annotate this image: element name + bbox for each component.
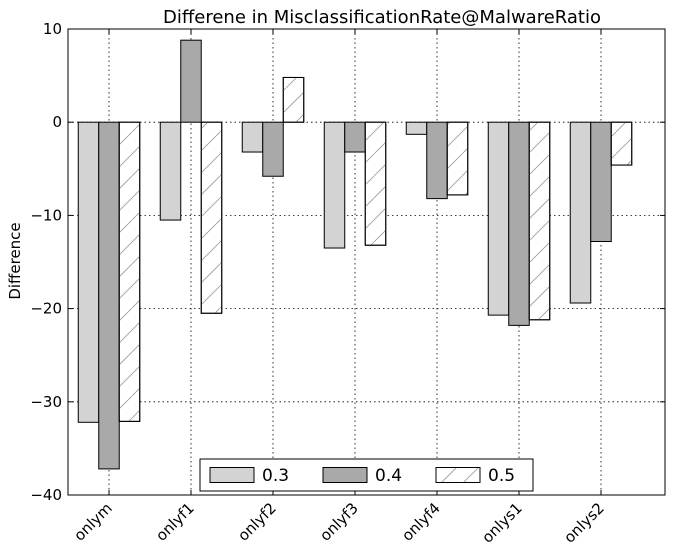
plot-frame: [67, 28, 666, 496]
y-ticks: 10 0 −10 −20 −30 −40: [30, 20, 665, 504]
bar: [590, 121, 612, 242]
bar: [426, 121, 448, 200]
x-tick-label: onlyf2: [234, 499, 280, 545]
y-tick-label: −30: [30, 393, 62, 411]
bar: [159, 121, 182, 221]
chart-title: Differene in MisclassificationRate@Malwa…: [163, 7, 601, 28]
bar-hatch: [282, 76, 305, 123]
bar: [241, 121, 264, 153]
bar: [180, 39, 202, 123]
bar: [487, 121, 510, 316]
legend-label: 0.3: [262, 466, 289, 486]
bar-hatch: [610, 121, 633, 166]
legend-swatch-hatch: [435, 467, 481, 483]
legend-label: 0.5: [488, 466, 515, 486]
legend-swatch: [209, 467, 255, 483]
legend-label: 0.4: [375, 466, 402, 486]
bar-hatch: [200, 121, 223, 314]
bar: [77, 121, 100, 423]
bar-hatch: [446, 121, 469, 196]
y-tick-label: −20: [30, 300, 62, 318]
y-tick-label: −10: [30, 206, 62, 224]
bar: [569, 121, 592, 304]
x-tick-label: onlym: [70, 499, 115, 544]
bar: [344, 121, 366, 153]
x-tick-label: onlyf1: [152, 499, 198, 545]
bar: [508, 121, 530, 326]
y-tick-label: 0: [52, 113, 62, 131]
bar-hatch: [118, 121, 141, 422]
x-tick-label: onlys1: [478, 499, 525, 546]
bar: [405, 121, 428, 135]
bar: [98, 121, 120, 470]
y-tick-label: −40: [30, 486, 62, 504]
x-tick-label: onlyf3: [316, 499, 362, 545]
x-tick-label: onlyf4: [398, 499, 444, 545]
y-tick-label: 10: [43, 20, 62, 38]
bars: [77, 39, 633, 470]
bar: [262, 121, 284, 177]
bar-hatch: [364, 121, 387, 246]
legend-swatch: [322, 467, 368, 483]
bar-hatch: [528, 121, 551, 321]
x-tick-label: onlys2: [560, 499, 607, 546]
legend: 0.3 0.4 0.5: [199, 458, 534, 492]
y-axis-label: Difference: [6, 222, 24, 299]
bar: [323, 121, 346, 249]
